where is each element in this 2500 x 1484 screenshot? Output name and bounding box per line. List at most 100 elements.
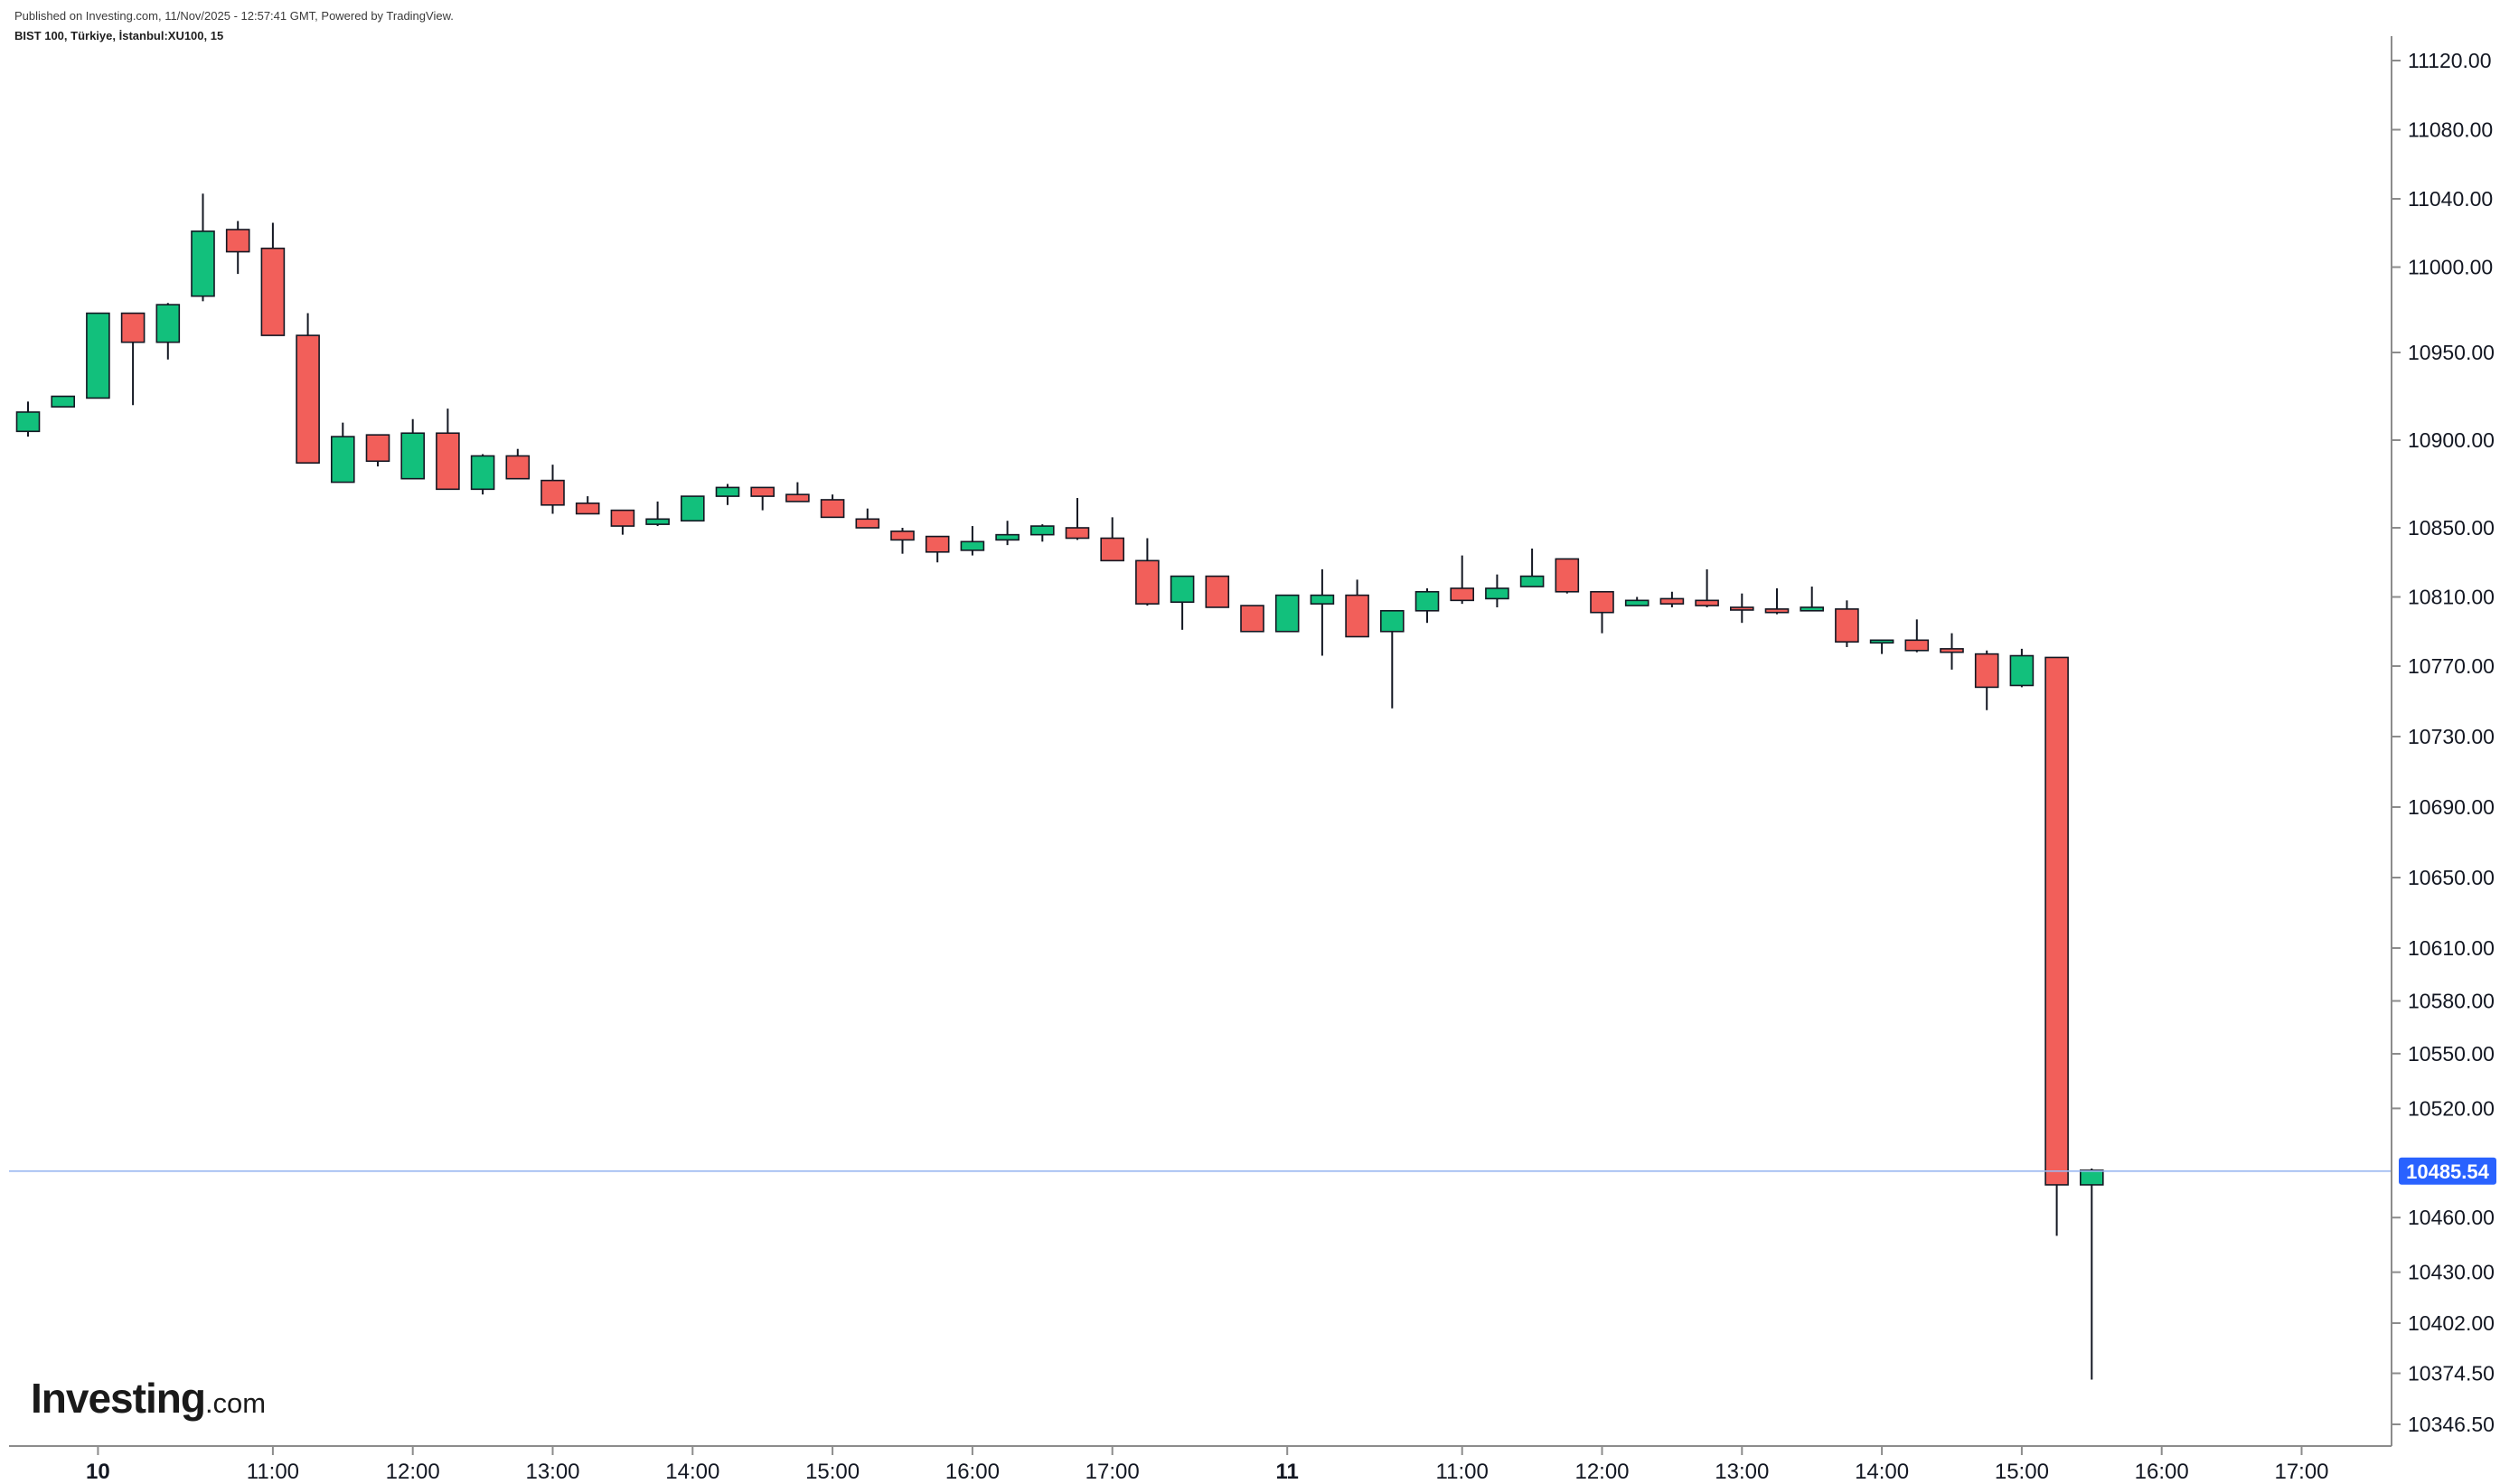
candle-body-up[interactable] <box>1310 594 1335 605</box>
candle-body-down[interactable] <box>610 509 635 527</box>
y-tick-label: 10520.00 <box>2408 1096 2495 1120</box>
candle-body-down[interactable] <box>296 334 320 465</box>
candle-body-down[interactable] <box>120 312 146 343</box>
wicks-layer <box>27 193 2093 1380</box>
candle-body-down[interactable] <box>1764 608 1790 614</box>
candle-body-down[interactable] <box>1450 587 1474 602</box>
candle-body-down[interactable] <box>1695 599 1719 606</box>
x-tick-label: 10 <box>86 1460 110 1484</box>
logo-suffix-text: .com <box>204 1387 267 1419</box>
y-tick-label: 10900.00 <box>2408 428 2495 452</box>
candle-body-down[interactable] <box>1100 537 1124 562</box>
x-tick-label: 16:00 <box>2135 1460 2189 1484</box>
candle-body-up[interactable] <box>330 436 355 484</box>
y-tick-label: 11080.00 <box>2408 118 2493 142</box>
y-tick-label: 10730.00 <box>2408 725 2495 748</box>
candle-body-down[interactable] <box>260 247 286 336</box>
x-tick-label: 12:00 <box>1574 1460 1629 1484</box>
candle-body-up[interactable] <box>1800 606 1824 612</box>
y-tick-label: 11120.00 <box>2408 49 2492 72</box>
candle-body-down[interactable] <box>785 493 810 502</box>
logo-main-text: Investing <box>31 1375 206 1422</box>
candle-body-up[interactable] <box>1274 594 1300 633</box>
candle-body-down[interactable] <box>436 432 460 491</box>
candle-body-down[interactable] <box>1065 527 1090 540</box>
y-tick-label: 10430.00 <box>2408 1261 2495 1284</box>
symbol-title: BIST 100, Türkiye, İstanbul:XU100, 15 <box>14 29 224 42</box>
y-tick-label: 10950.00 <box>2408 341 2495 364</box>
candle-body-up[interactable] <box>86 312 110 399</box>
candle-body-up[interactable] <box>1519 575 1545 587</box>
candle-body-up[interactable] <box>155 304 181 343</box>
candle-body-up[interactable] <box>2009 654 2035 687</box>
x-tick-label: 12:00 <box>386 1460 440 1484</box>
candle-body-down[interactable] <box>925 535 950 553</box>
candle-body-down[interactable] <box>1555 558 1580 593</box>
last-price-label: 10485.54 <box>2406 1160 2490 1183</box>
candle-body-down[interactable] <box>1904 639 1930 652</box>
y-tick-label: 10810.00 <box>2408 586 2495 609</box>
last-price-badge <box>2399 1157 2496 1185</box>
candle-body-down[interactable] <box>820 499 845 519</box>
x-tick-label: 11 <box>1276 1460 1299 1484</box>
y-tick-label: 10770.00 <box>2408 654 2495 678</box>
candle-body-up[interactable] <box>680 495 705 522</box>
candle-body-up[interactable] <box>51 395 76 408</box>
candle-body-down[interactable] <box>1974 653 1999 689</box>
bodies-layer <box>15 229 2104 1186</box>
candle-body-down[interactable] <box>1135 559 1160 605</box>
candle-body-down[interactable] <box>225 229 250 253</box>
candle-body-up[interactable] <box>470 455 495 491</box>
candle-body-down[interactable] <box>505 455 531 480</box>
candle-body-up[interactable] <box>191 230 215 297</box>
candle-body-up[interactable] <box>1414 590 1440 612</box>
y-tick-label: 10850.00 <box>2408 516 2495 540</box>
candle-body-down[interactable] <box>1590 590 1614 614</box>
x-tick-label: 11:00 <box>247 1460 299 1484</box>
candle-body-up[interactable] <box>715 486 740 497</box>
candle-body-down[interactable] <box>1345 594 1369 638</box>
candle-body-up[interactable] <box>1380 609 1405 633</box>
candle-body-down[interactable] <box>1730 606 1754 611</box>
y-tick-label: 10580.00 <box>2408 990 2495 1013</box>
candle-body-up[interactable] <box>645 518 670 525</box>
y-tick-label: 10690.00 <box>2408 795 2495 819</box>
x-tick-label: 17:00 <box>1086 1460 1140 1484</box>
candle-body-up[interactable] <box>995 533 1020 541</box>
candle-body-up[interactable] <box>15 411 41 433</box>
y-tick-label: 11000.00 <box>2408 256 2493 279</box>
candle-body-down[interactable] <box>2044 656 2069 1186</box>
candle-body-up[interactable] <box>960 540 985 551</box>
x-tick-label: 11:00 <box>1436 1460 1489 1484</box>
candle-body-up[interactable] <box>1624 599 1649 606</box>
candle-body-down[interactable] <box>1940 648 1964 653</box>
candle-body-up[interactable] <box>1170 575 1195 604</box>
candle-body-up[interactable] <box>1030 525 1055 536</box>
candle-body-up[interactable] <box>400 432 426 480</box>
candle-body-down[interactable] <box>575 502 600 515</box>
candle-body-down[interactable] <box>1205 575 1230 608</box>
candle-body-down[interactable] <box>890 531 915 541</box>
y-tick-label: 10650.00 <box>2408 866 2495 889</box>
investing-logo: Investing.com <box>31 1374 266 1423</box>
x-tick-label: 13:00 <box>525 1460 579 1484</box>
x-tick-label: 14:00 <box>1855 1460 1909 1484</box>
candle-body-down[interactable] <box>1835 608 1859 643</box>
x-tick-label: 14:00 <box>665 1460 719 1484</box>
candle-body-up[interactable] <box>2080 1169 2104 1186</box>
published-caption: Published on Investing.com, 11/Nov/2025 … <box>14 9 454 23</box>
candle-body-down[interactable] <box>855 518 880 529</box>
candle-body-up[interactable] <box>1869 639 1894 644</box>
y-tick-label: 10610.00 <box>2408 936 2495 960</box>
candle-body-down[interactable] <box>540 479 565 506</box>
x-tick-label: 15:00 <box>805 1460 860 1484</box>
x-tick-label: 13:00 <box>1715 1460 1769 1484</box>
candle-body-down[interactable] <box>1240 605 1264 633</box>
candle-body-down[interactable] <box>1659 597 1685 605</box>
y-tick-label: 10402.00 <box>2408 1311 2495 1335</box>
candle-body-down[interactable] <box>365 434 390 463</box>
y-tick-label: 10550.00 <box>2408 1042 2495 1066</box>
candle-body-down[interactable] <box>750 486 775 497</box>
candle-body-up[interactable] <box>1485 587 1509 600</box>
